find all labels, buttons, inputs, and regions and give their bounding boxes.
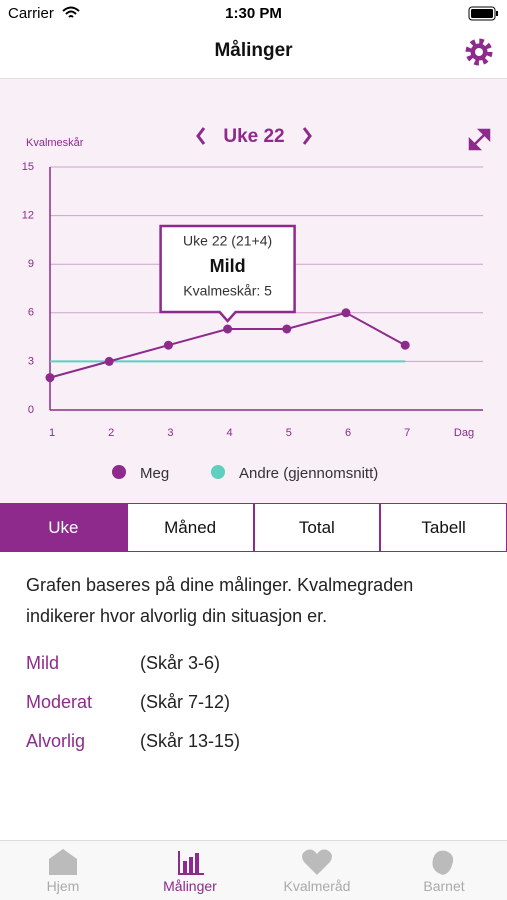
data-point [104, 356, 114, 366]
segment-tab[interactable]: Uke [0, 503, 127, 552]
tab-bar: Hjem Målinger Kvalmeråd Barnet [0, 840, 507, 900]
data-point [45, 373, 55, 383]
severity-name: Moderat [26, 692, 93, 712]
description: Grafen baseres på dine målinger. Kvalmeg… [26, 575, 414, 626]
wifi-icon [62, 6, 80, 18]
severity-range: (Skår 7-12) [140, 692, 231, 712]
x-tick-label: 4 [227, 427, 233, 439]
legend-label: Meg [140, 465, 169, 482]
severity-range: (Skår 13-15) [140, 731, 241, 751]
data-point [400, 340, 410, 350]
heart-icon [302, 849, 332, 875]
next-week-button[interactable] [302, 127, 312, 145]
y-axis-label: Kvalmeskår [26, 137, 84, 149]
expand-button[interactable] [468, 128, 491, 151]
severity-range: (Skår 3-6) [140, 653, 221, 673]
x-tick-label: 2 [108, 427, 114, 439]
baby-icon [432, 850, 454, 875]
data-point [223, 324, 233, 334]
tooltip-box [159, 224, 296, 323]
tooltip-level: Mild [210, 256, 246, 276]
data-point [282, 324, 292, 334]
segment-control: Uke Måned Total Tabell [0, 503, 507, 552]
tooltip: Uke 22 (21+4) Mild Kvalmeskår: 5 [159, 224, 296, 323]
settings-button[interactable] [463, 36, 495, 68]
x-tick-label: 1 [49, 427, 55, 439]
y-tick-label: 12 [22, 210, 34, 222]
y-tick-label: 15 [22, 161, 34, 173]
segment-tab[interactable]: Måned [126, 503, 254, 552]
tooltip-score: Kvalmeskår: 5 [183, 283, 272, 299]
tab-bar-item[interactable]: Målinger [163, 878, 217, 894]
x-tick-label: 3 [167, 427, 173, 439]
x-tick-label: 6 [345, 427, 351, 439]
x-tick-label: 5 [286, 427, 292, 439]
severity-name: Mild [26, 653, 60, 673]
nav-bar: Målinger [0, 28, 507, 79]
home-icon [49, 849, 77, 875]
tab-bar-item[interactable]: Hjem [46, 878, 80, 894]
battery-icon [468, 6, 498, 21]
y-tick-label: 3 [28, 355, 34, 367]
x-tick-label: 7 [404, 427, 410, 439]
legend-marker [211, 465, 225, 479]
data-point [341, 308, 351, 318]
y-tick-label: 0 [28, 404, 34, 416]
legend-marker [112, 465, 126, 479]
legend-label: Andre (gjennomsnitt) [239, 465, 378, 482]
status-bar: Carrier 1:30 PM [0, 0, 507, 28]
data-point [163, 340, 173, 350]
carrier: Carrier [8, 5, 54, 22]
prev-week-button[interactable] [196, 127, 206, 145]
chart-icon [178, 851, 204, 875]
nav-title: Målinger [214, 40, 293, 61]
severity-name: Alvorlig [26, 731, 86, 751]
x-axis-label: Dag [454, 427, 474, 439]
tab-bar-item[interactable]: Kvalmeråd [283, 878, 351, 894]
y-tick-label: 6 [28, 307, 34, 319]
clock: 1:30 PM [225, 5, 282, 22]
tab-icons [49, 849, 454, 875]
segment-tab[interactable]: Total [253, 503, 381, 552]
tooltip-title: Uke 22 (21+4) [183, 233, 272, 249]
segment-tab[interactable]: Tabell [380, 503, 507, 552]
y-tick-label: 9 [28, 258, 34, 270]
tab-bar-item[interactable]: Barnet [423, 878, 465, 894]
chart-title: Uke 22 [223, 126, 284, 147]
